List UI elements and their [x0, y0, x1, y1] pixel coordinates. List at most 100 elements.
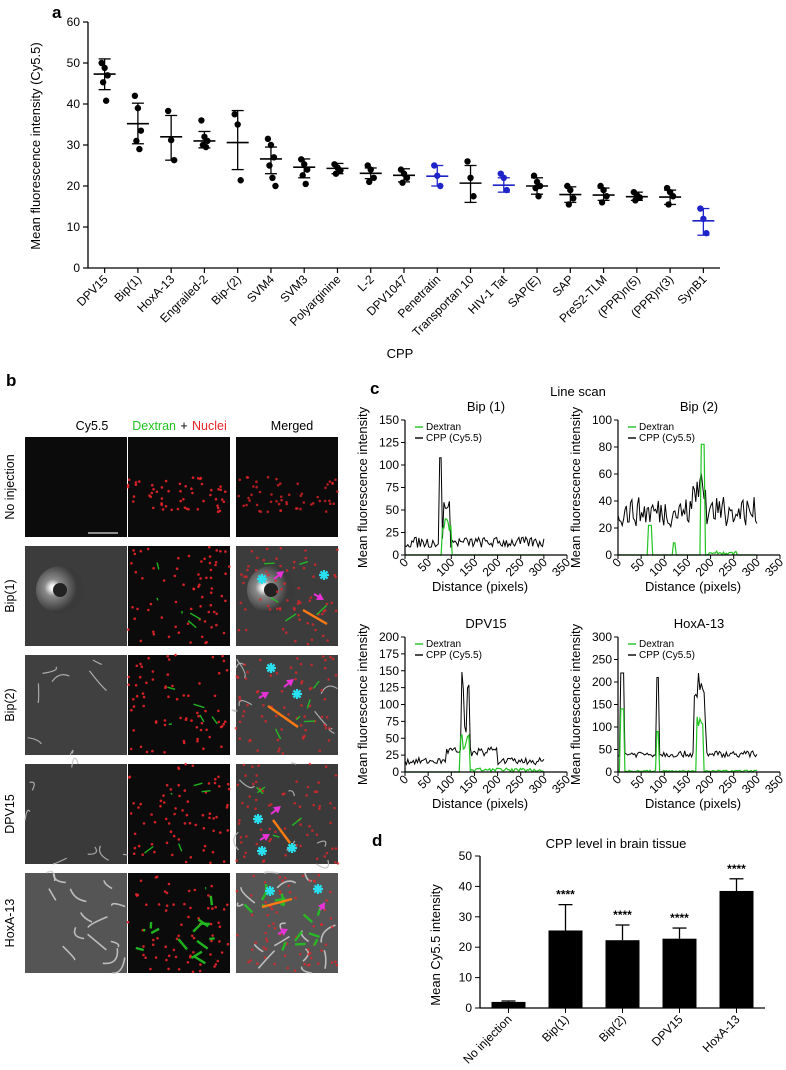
dextran-stroke	[294, 930, 303, 942]
x-tick-label: 300	[526, 555, 550, 579]
nucleus-dot	[167, 635, 171, 639]
nucleus-dot	[222, 722, 225, 726]
nucleus-dot	[149, 967, 152, 971]
nucleus-dot	[254, 941, 258, 944]
nucleus-dot	[127, 478, 131, 482]
dextran-stroke	[270, 597, 279, 603]
arrow-head	[273, 806, 281, 814]
nucleus-dot	[325, 899, 329, 902]
x-tick-label: 100	[646, 772, 670, 796]
vessel-stroke	[73, 926, 85, 940]
nucleus-dot	[246, 703, 249, 707]
nucleus-dot	[167, 489, 170, 493]
nucleus-dot	[222, 500, 226, 504]
nucleus-dot	[334, 609, 338, 613]
x-tick-label: 250	[503, 772, 527, 796]
nucleus-dot	[329, 802, 332, 805]
chart-a-data-point	[403, 174, 411, 181]
nucleus-dot	[133, 846, 137, 850]
nucleus-dot	[137, 844, 141, 848]
star-ray	[265, 886, 275, 896]
nucleus-dot	[327, 739, 331, 742]
chart-a-data-point	[503, 186, 510, 194]
dextran-stroke	[211, 716, 218, 725]
nucleus-dot	[217, 720, 221, 724]
nucleus-dot	[305, 794, 309, 797]
nucleus-dot	[208, 561, 212, 565]
chart-a-data-point	[467, 174, 474, 181]
nucleus-dot	[189, 856, 193, 859]
y-tick-label: 25	[386, 526, 400, 540]
nucleus-dot	[177, 767, 181, 771]
nucleus-dot	[284, 631, 288, 634]
nucleus-dot	[155, 490, 159, 494]
nucleus-dot	[294, 896, 297, 900]
nucleus-dot	[160, 486, 164, 489]
nucleus-dot	[279, 564, 282, 568]
nucleus-dot	[263, 881, 267, 884]
nucleus-dot	[302, 566, 306, 570]
line-scan-segment	[261, 897, 293, 909]
nucleus-dot	[250, 550, 254, 553]
nucleus-dot	[312, 925, 316, 928]
nucleus-dot	[177, 631, 181, 634]
nucleus-dot	[300, 681, 303, 685]
nucleus-dot	[219, 485, 222, 488]
legend-label-cpp: CPP (Cy5.5)	[639, 650, 695, 661]
nucleus-dot	[264, 900, 268, 904]
nucleus-dot	[155, 875, 159, 879]
nucleus-dot	[215, 549, 218, 552]
nucleus-dot	[167, 882, 171, 886]
chart-a-data-point	[598, 199, 606, 206]
nucleus-dot	[237, 822, 241, 825]
chart-a-data-point	[264, 135, 272, 143]
nucleus-dot	[317, 873, 321, 877]
chart-a-ytick-label: 40	[67, 97, 81, 111]
nucleus-dot	[284, 853, 287, 857]
nucleus-dot	[334, 774, 338, 777]
image-background	[128, 873, 230, 973]
nucleus-dot	[166, 654, 169, 658]
nucleus-dot	[181, 809, 184, 812]
nucleus-dot	[196, 737, 199, 741]
nucleus-dot	[249, 738, 252, 742]
nucleus-dot	[326, 639, 329, 642]
nucleus-dot	[126, 920, 130, 924]
nucleus-dot	[210, 587, 214, 590]
nucleus-dot	[280, 587, 283, 591]
nucleus-dot	[292, 566, 296, 570]
nucleus-dot	[275, 911, 279, 914]
nucleus-dot	[213, 965, 216, 968]
nucleus-dot	[221, 654, 224, 658]
y-tick-label: 125	[379, 681, 399, 695]
dextran-stroke	[156, 562, 160, 570]
nucleus-dot	[127, 683, 130, 686]
nucleus-dot	[138, 480, 141, 483]
nucleus-dot	[335, 963, 339, 967]
legend-label-dextran: Dextran	[426, 639, 461, 650]
nucleus-dot	[169, 830, 173, 833]
nucleus-dot	[293, 802, 297, 805]
nucleus-dot	[296, 602, 300, 606]
nucleus-dot	[333, 806, 336, 810]
nucleus-dot	[210, 488, 213, 492]
x-tick-label: 250	[503, 555, 527, 579]
vessel-stroke	[320, 924, 336, 943]
nucleus-dot	[262, 946, 266, 949]
nucleus-dot	[226, 942, 230, 946]
nucleus-dot	[270, 493, 273, 496]
col-header-plus: +	[180, 419, 187, 433]
nucleus-dot	[174, 653, 177, 657]
nucleus-dot	[311, 829, 314, 832]
nucleus-dot	[285, 569, 289, 572]
dextran-stroke	[142, 928, 146, 932]
nucleus-dot	[318, 807, 321, 810]
nucleus-dot	[164, 817, 168, 821]
y-tick-label: 50	[599, 743, 613, 757]
nucleus-dot	[190, 934, 194, 938]
line-scan-plot-title: Bip (2)	[680, 399, 718, 414]
nucleus-dot	[275, 590, 279, 593]
nucleus-dot	[264, 719, 268, 723]
arrow-head	[317, 902, 325, 911]
vessel-stroke	[42, 666, 58, 674]
